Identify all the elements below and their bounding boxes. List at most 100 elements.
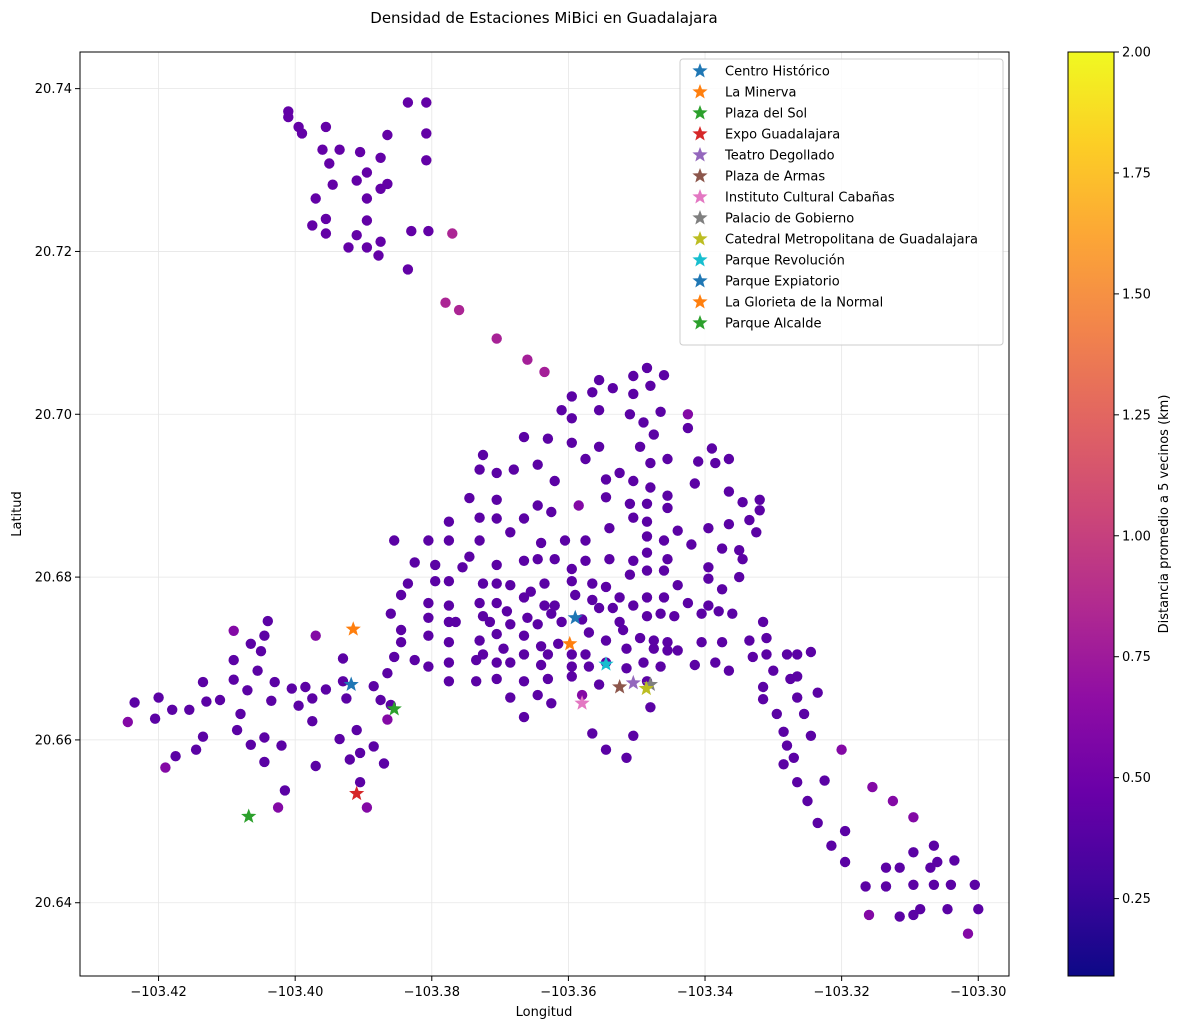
station-point <box>447 228 458 239</box>
station-point <box>576 689 588 701</box>
station-point <box>477 449 489 461</box>
station-point <box>566 563 577 575</box>
station-point <box>518 676 530 687</box>
station-point <box>723 665 735 676</box>
station-point <box>341 693 352 704</box>
station-point <box>276 740 287 751</box>
station-point <box>553 638 564 649</box>
station-point <box>378 758 390 769</box>
station-point <box>686 539 697 550</box>
legend-marker <box>692 294 708 309</box>
station-point <box>641 498 653 509</box>
station-point <box>129 697 140 708</box>
station-point <box>949 855 960 866</box>
station-point <box>839 825 851 837</box>
station-point <box>662 502 673 514</box>
station-point <box>867 781 878 793</box>
station-point <box>170 751 181 762</box>
station-point <box>167 704 178 715</box>
station-point <box>361 215 373 226</box>
colorbar-tick-label: 0.75 <box>1122 650 1151 665</box>
landmark-star <box>567 609 583 625</box>
station-point <box>662 645 673 656</box>
station-point <box>662 554 673 565</box>
station-point <box>471 676 482 687</box>
y-axis-label: Latitud <box>10 491 25 537</box>
station-point <box>532 500 543 511</box>
station-point <box>593 441 605 452</box>
x-tick-label: −103.36 <box>540 985 596 1000</box>
station-point <box>505 527 516 538</box>
station-point <box>382 129 393 141</box>
station-point <box>351 175 362 186</box>
station-point <box>337 676 349 687</box>
legend-label: La Minerva <box>725 86 796 101</box>
station-point <box>343 242 354 253</box>
station-point <box>682 409 694 420</box>
station-point <box>641 565 653 576</box>
station-point <box>474 597 485 609</box>
station-point <box>600 744 612 755</box>
station-point <box>402 264 414 275</box>
station-point <box>628 512 639 523</box>
station-point <box>443 676 455 687</box>
station-point <box>792 671 803 682</box>
station-point <box>798 708 810 720</box>
station-point <box>628 600 639 611</box>
legend-marker <box>692 315 708 330</box>
station-point <box>474 512 485 523</box>
station-point <box>566 661 577 672</box>
station-point <box>259 756 270 768</box>
station-point <box>430 559 441 571</box>
station-point <box>792 649 803 660</box>
station-point <box>573 500 584 511</box>
y-tick-label: 20.70 <box>35 408 72 423</box>
y-tick-label: 20.68 <box>35 571 72 586</box>
station-point <box>197 676 209 688</box>
station-point <box>628 388 639 400</box>
station-point <box>477 578 489 589</box>
station-point <box>788 752 799 763</box>
colorbar-tick-label: 1.50 <box>1122 287 1151 302</box>
station-point <box>307 220 318 231</box>
legend-label: Parque Revolución <box>725 254 845 269</box>
legend-marker <box>692 189 708 204</box>
station-point <box>477 611 489 622</box>
station-point <box>535 537 547 549</box>
landmark-star <box>574 695 590 710</box>
station-point <box>580 649 591 660</box>
x-axis-label: Longitud <box>516 1005 573 1020</box>
station-point <box>505 657 516 668</box>
legend-marker <box>692 105 708 120</box>
station-point <box>228 654 239 666</box>
station-point <box>761 632 772 644</box>
station-point <box>421 155 432 166</box>
station-point <box>235 708 246 720</box>
station-point <box>491 657 502 668</box>
station-point <box>464 551 475 562</box>
station-point <box>580 535 591 546</box>
station-point <box>734 545 745 556</box>
station-point <box>716 637 728 648</box>
station-point <box>518 649 530 660</box>
legend-marker <box>692 63 708 78</box>
station-point <box>491 513 502 524</box>
station-point <box>621 752 632 763</box>
legend-label: Palacio de Gobierno <box>725 212 854 227</box>
station-point <box>754 505 765 516</box>
station-point <box>354 747 366 759</box>
station-point <box>908 847 919 858</box>
station-point <box>421 128 432 139</box>
station-point <box>655 661 666 672</box>
station-point <box>744 635 755 646</box>
station-point <box>231 724 243 736</box>
x-tick-label: −103.34 <box>677 985 733 1000</box>
station-point <box>723 486 735 497</box>
station-point <box>604 523 615 534</box>
station-point <box>354 146 366 158</box>
legend-marker <box>692 252 708 267</box>
station-point <box>334 144 345 155</box>
x-axis: −103.42 −103.40 −103.38 −103.36 −103.34 −103.… <box>130 976 1006 1000</box>
station-point <box>149 713 161 724</box>
station-point <box>689 659 700 671</box>
